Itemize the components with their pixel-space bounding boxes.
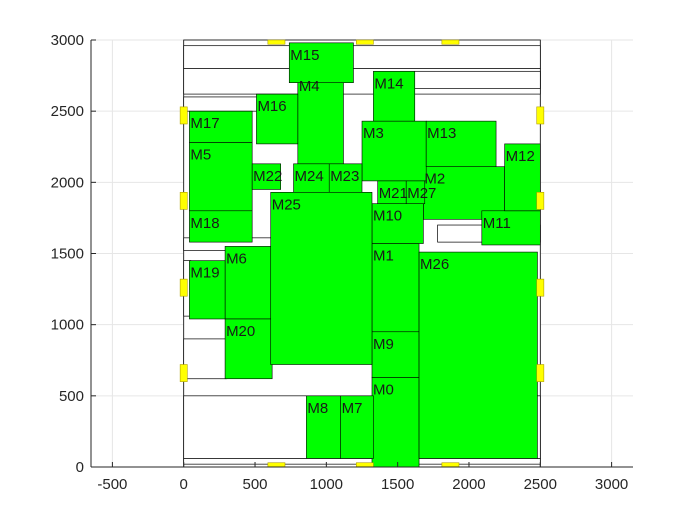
module-label-m7: M7	[342, 400, 363, 417]
io-pad-2	[441, 39, 460, 45]
io-pad-12	[536, 278, 545, 297]
module-m6	[224, 246, 273, 320]
module-m8	[306, 395, 341, 459]
module-m14	[373, 71, 416, 122]
x-tick-label-2: 500	[243, 476, 268, 493]
io-pad-3	[267, 462, 286, 468]
x-tick-label-7: 3000	[595, 476, 628, 493]
module-label-m16: M16	[257, 98, 286, 115]
module-m13	[425, 120, 497, 167]
x-tick-label-5: 2000	[452, 476, 485, 493]
module-m22	[251, 163, 282, 190]
io-pad-8	[179, 278, 188, 297]
module-label-m27: M27	[407, 185, 436, 202]
x-tick-label-4: 1500	[381, 476, 414, 493]
module-m16	[256, 93, 299, 145]
module-label-m10: M10	[373, 208, 402, 225]
io-pad-11	[536, 191, 545, 210]
x-tick-label-6: 2500	[524, 476, 557, 493]
module-m24	[293, 163, 330, 193]
x-tick-label-3: 1000	[310, 476, 343, 493]
module-m1	[371, 243, 420, 333]
module-m23	[328, 163, 363, 193]
module-m9	[371, 331, 420, 378]
module-m27	[405, 180, 426, 204]
io-pad-10	[536, 106, 545, 125]
module-m26	[418, 251, 538, 459]
module-label-m6: M6	[226, 250, 247, 267]
module-label-m12: M12	[506, 148, 535, 165]
empty-block-2	[183, 96, 259, 112]
module-label-m15: M15	[290, 47, 319, 64]
module-label-m4: M4	[299, 78, 320, 95]
y-tick-label-1: 500	[59, 388, 84, 405]
module-label-m17: M17	[190, 115, 219, 132]
module-label-m9: M9	[373, 336, 394, 353]
empty-block-6	[183, 338, 227, 380]
module-label-m8: M8	[307, 400, 328, 417]
module-m10	[371, 203, 424, 244]
module-m19	[189, 260, 226, 320]
io-pad-6	[179, 106, 188, 125]
axes: -500 0 500 1000 1500 2000 2500 3000 0 500 1000 1500…	[51, 32, 633, 493]
module-label-m18: M18	[190, 215, 219, 232]
module-m11	[481, 210, 541, 246]
module-label-m3: M3	[363, 125, 384, 142]
module-m4	[297, 73, 344, 165]
module-label-m0: M0	[373, 381, 394, 398]
module-m7	[340, 395, 374, 459]
module-label-m1: M1	[373, 248, 394, 265]
y-tick-label-2: 1000	[51, 317, 84, 334]
module-labels: M0 M1 M2 M3 M4 M5 M6 M7 M8 M9 M10 M11 M12 M13 M14 M15 M1…	[190, 47, 534, 417]
io-pad-1	[355, 39, 374, 45]
io-pad-9	[179, 364, 188, 382]
module-label-m20: M20	[226, 323, 255, 340]
module-label-m14: M14	[374, 75, 403, 92]
x-tick-label-0: -500	[97, 476, 127, 493]
y-tick-label-6: 3000	[51, 32, 84, 49]
io-pad-13	[536, 364, 545, 382]
module-label-m11: M11	[483, 215, 511, 232]
module-label-m23: M23	[330, 168, 359, 185]
y-tick-label-5: 2500	[51, 103, 84, 120]
module-m5	[189, 142, 253, 212]
module-m18	[189, 210, 253, 243]
y-tick-label-3: 1500	[51, 246, 84, 263]
io-pad-5	[441, 462, 460, 468]
y-tick-label-4: 2000	[51, 174, 84, 191]
module-label-m22: M22	[253, 168, 282, 185]
module-label-m26: M26	[420, 256, 449, 273]
module-m20	[224, 318, 273, 380]
io-pad-4	[355, 462, 374, 468]
module-m15	[288, 42, 354, 84]
module-m25	[270, 191, 373, 365]
module-m0	[371, 377, 420, 468]
module-m17	[189, 110, 253, 143]
io-pad-7	[179, 191, 188, 210]
module-m12	[504, 143, 541, 212]
io-pad-0	[267, 39, 286, 45]
empty-block-7	[400, 70, 541, 89]
module-label-m24: M24	[295, 168, 324, 185]
module-label-m25: M25	[272, 196, 301, 213]
empty-block-0	[183, 45, 541, 69]
io-pads	[179, 39, 545, 468]
module-label-m19: M19	[190, 265, 219, 282]
y-tick-label-0: 0	[76, 459, 84, 476]
module-label-m5: M5	[190, 146, 211, 163]
module-label-m2: M2	[424, 171, 445, 188]
x-tick-label-1: 0	[180, 476, 188, 493]
modules	[189, 42, 541, 468]
module-label-m13: M13	[427, 125, 456, 142]
module-label-m21: M21	[379, 185, 408, 202]
